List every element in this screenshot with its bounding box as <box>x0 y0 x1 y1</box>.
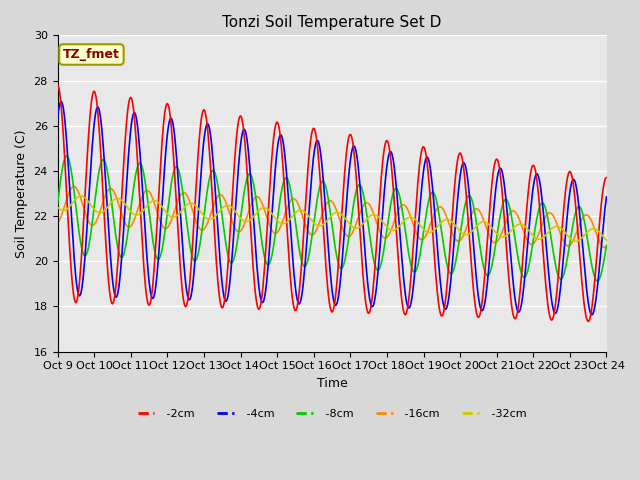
Y-axis label: Soil Temperature (C): Soil Temperature (C) <box>15 129 28 258</box>
Title: Tonzi Soil Temperature Set D: Tonzi Soil Temperature Set D <box>222 15 442 30</box>
Legend:  -2cm,  -4cm,  -8cm,  -16cm,  -32cm: -2cm, -4cm, -8cm, -16cm, -32cm <box>133 405 531 423</box>
Text: TZ_fmet: TZ_fmet <box>63 48 120 61</box>
X-axis label: Time: Time <box>317 377 348 390</box>
